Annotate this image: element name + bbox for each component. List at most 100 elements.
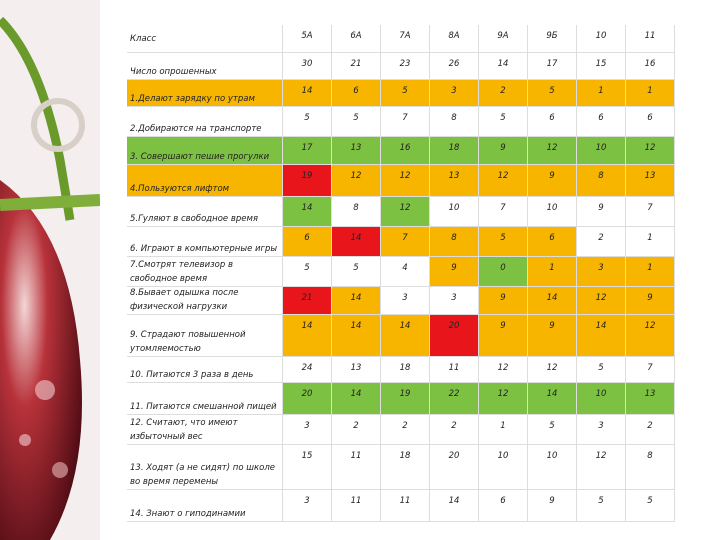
value-cell: 30 [283,53,332,80]
value-cell: 12 [577,287,626,315]
value-cell: 24 [283,357,332,383]
value-cell: 17 [528,53,577,80]
value-cell: 13 [332,137,381,165]
row-label: 14. Знают о гиподинамии [127,490,283,522]
value-cell: 1 [479,415,528,445]
value-cell: 2 [430,415,479,445]
row-label: 1.Делают зарядку по утрам [127,80,283,107]
value-cell: 2 [332,415,381,445]
value-cell: 14 [332,383,381,415]
row-label: 11. Питаются смешанной пищей [127,383,283,415]
header-cell: Класс [127,25,283,53]
value-cell: 11 [430,357,479,383]
value-cell: 1 [626,227,675,257]
row-label: 12. Считают, что имеют избыточный вес [127,415,283,445]
value-cell: 6 [577,107,626,137]
value-cell: 20 [283,383,332,415]
value-cell: 9 [577,197,626,227]
value-cell: 10 [528,445,577,490]
value-cell: 7 [479,197,528,227]
value-cell: 2 [626,415,675,445]
value-cell: 13 [626,383,675,415]
value-cell: 9 [430,257,479,287]
value-cell: 3 [577,415,626,445]
row-label: Число опрошенных [127,53,283,80]
value-cell: 14 [381,315,430,357]
value-cell: 4 [381,257,430,287]
header-cell: 8А [430,25,479,53]
value-cell: 12 [381,197,430,227]
value-cell: 21 [283,287,332,315]
value-cell: 6 [626,107,675,137]
value-cell: 6 [528,227,577,257]
value-cell: 16 [626,53,675,80]
value-cell: 5 [577,490,626,522]
value-cell: 1 [626,80,675,107]
value-cell: 10 [577,383,626,415]
value-cell: 5 [528,80,577,107]
value-cell: 12 [381,165,430,197]
value-cell: 12 [626,315,675,357]
value-cell: 14 [283,80,332,107]
value-cell: 10 [577,137,626,165]
value-cell: 9 [479,287,528,315]
header-cell: 9Б [528,25,577,53]
value-cell: 9 [479,315,528,357]
value-cell: 14 [479,53,528,80]
value-cell: 7 [626,357,675,383]
row-label: 8.Бывает одышка после физической нагрузк… [127,287,283,315]
value-cell: 8 [332,197,381,227]
row-label: 4.Пользуются лифтом [127,165,283,197]
value-cell: 11 [381,490,430,522]
value-cell: 5 [381,80,430,107]
value-cell: 17 [283,137,332,165]
value-cell: 8 [430,107,479,137]
value-cell: 12 [528,137,577,165]
value-cell: 18 [381,357,430,383]
value-cell: 3 [430,287,479,315]
value-cell: 9 [626,287,675,315]
value-cell: 6 [528,107,577,137]
value-cell: 7 [381,227,430,257]
value-cell: 5 [283,107,332,137]
value-cell: 11 [332,490,381,522]
header-cell: 9А [479,25,528,53]
value-cell: 5 [479,107,528,137]
value-cell: 6 [332,80,381,107]
value-cell: 5 [479,227,528,257]
value-cell: 5 [577,357,626,383]
value-cell: 22 [430,383,479,415]
row-label: 6. Играют в компьютерные игры [127,227,283,257]
value-cell: 13 [430,165,479,197]
header-cell: 11 [626,25,675,53]
value-cell: 8 [430,227,479,257]
value-cell: 2 [381,415,430,445]
value-cell: 26 [430,53,479,80]
value-cell: 14 [528,287,577,315]
value-cell: 12 [479,357,528,383]
value-cell: 11 [332,445,381,490]
value-cell: 10 [528,197,577,227]
value-cell: 6 [283,227,332,257]
value-cell: 12 [479,383,528,415]
value-cell: 1 [528,257,577,287]
value-cell: 14 [332,315,381,357]
value-cell: 14 [430,490,479,522]
value-cell: 1 [577,80,626,107]
value-cell: 10 [479,445,528,490]
value-cell: 14 [577,315,626,357]
value-cell: 3 [283,490,332,522]
value-cell: 5 [332,107,381,137]
value-cell: 12 [332,165,381,197]
value-cell: 14 [332,287,381,315]
value-cell: 19 [283,165,332,197]
value-cell: 16 [381,137,430,165]
value-cell: 15 [283,445,332,490]
value-cell: 21 [332,53,381,80]
value-cell: 13 [332,357,381,383]
value-cell: 14 [283,197,332,227]
value-cell: 18 [381,445,430,490]
value-cell: 19 [381,383,430,415]
value-cell: 5 [332,257,381,287]
row-label: 7.Смотрят телевизор в свободное время [127,257,283,287]
